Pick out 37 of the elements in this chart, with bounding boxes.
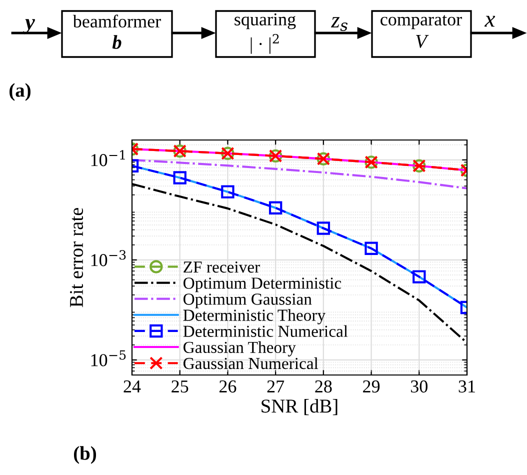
text: (b) <box>74 446 96 464</box>
text: comparator <box>380 15 462 30</box>
x-axis-title: SNR [dB] <box>262 399 338 416</box>
point <box>268 201 282 214</box>
y-tick-label: 10$^{−3}$ <box>91 250 126 266</box>
y-tick-label: 10$^{−5}$ <box>91 350 126 366</box>
legend-label: Gaussian Numerical <box>184 357 318 370</box>
legend-label: Optimum Deterministic <box>184 278 342 292</box>
point <box>173 171 186 184</box>
text: | · |$^{2}$ <box>250 34 279 54</box>
x-tick-label: 31 <box>458 380 475 393</box>
text: squaring <box>234 13 296 30</box>
legend-label: ZF receiver <box>184 262 260 273</box>
text: b <box>112 35 122 49</box>
point <box>364 242 378 255</box>
y-axis-title: Bit error rate <box>70 208 84 308</box>
legend-label: Deterministic Numerical <box>183 325 348 337</box>
line-series <box>132 158 467 190</box>
text: x <box>484 16 496 27</box>
legend-label: Deterministic Theory <box>183 309 326 324</box>
text: V <box>416 34 429 48</box>
legend-label: Optimum Gaussian <box>184 294 312 308</box>
x-tick-label: 26 <box>219 380 236 393</box>
x-tick-label: 29 <box>363 380 380 393</box>
text: (a) <box>10 83 30 101</box>
x-tick-label: 28 <box>315 380 332 393</box>
x-tick-label: 27 <box>267 380 284 392</box>
x-tick-label: 25 <box>172 380 188 393</box>
text: beamformer <box>72 14 161 28</box>
point <box>316 222 330 235</box>
x-tick-label: 30 <box>410 380 428 393</box>
x-tick-label: 24 <box>124 380 141 392</box>
legend-label: Gaussian Theory <box>184 341 296 356</box>
y-tick-label: 10$^{−1}$ <box>91 150 125 166</box>
point <box>221 185 234 198</box>
text: z$_{s}$ <box>330 17 348 32</box>
point <box>412 270 426 284</box>
